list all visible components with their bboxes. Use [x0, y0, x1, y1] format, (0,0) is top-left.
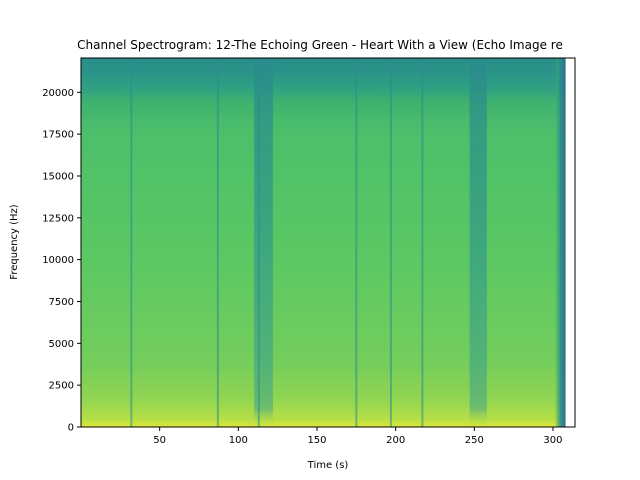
y-tick-label: 10000 [42, 255, 74, 266]
end-fade [555, 58, 566, 427]
x-tick-label: 200 [386, 435, 405, 446]
transient-line [355, 58, 358, 427]
y-tick-label: 2500 [49, 381, 74, 392]
y-axis-label: Frequency (Hz) [9, 204, 20, 280]
x-axis-label: Time (s) [307, 460, 349, 471]
y-tick-label: 15000 [42, 171, 74, 182]
x-tick-label: 250 [465, 435, 484, 446]
y-tick-label: 12500 [42, 213, 74, 224]
spectrogram-overlays [130, 58, 566, 427]
x-tick-label: 150 [307, 435, 326, 446]
y-tick-label: 20000 [42, 88, 74, 99]
y-tick-label: 7500 [49, 297, 74, 308]
x-tick-label: 50 [153, 435, 166, 446]
spectrogram-image [81, 58, 575, 427]
quiet-section [254, 58, 273, 427]
y-axis-ticks: 0 2500 5000 7500 10000 12500 15000 17500 20000 [42, 88, 81, 434]
transient-line [257, 58, 260, 427]
transient-line [130, 58, 133, 427]
transient-line [421, 58, 424, 427]
transient-line [216, 58, 219, 427]
transient-line [389, 58, 392, 427]
spectrogram-fill [81, 58, 566, 427]
plot-frame [80, 57, 576, 428]
y-tick-label: 17500 [42, 130, 74, 141]
x-axis-ticks: 50 100 150 200 250 300 [153, 427, 563, 446]
y-tick-label: 0 [68, 423, 74, 434]
quiet-section [469, 58, 487, 427]
x-tick-label: 300 [543, 435, 562, 446]
x-tick-label: 100 [229, 435, 248, 446]
chart-title: Channel Spectrogram: 12-The Echoing Gree… [77, 38, 563, 52]
y-tick-label: 5000 [49, 339, 74, 350]
